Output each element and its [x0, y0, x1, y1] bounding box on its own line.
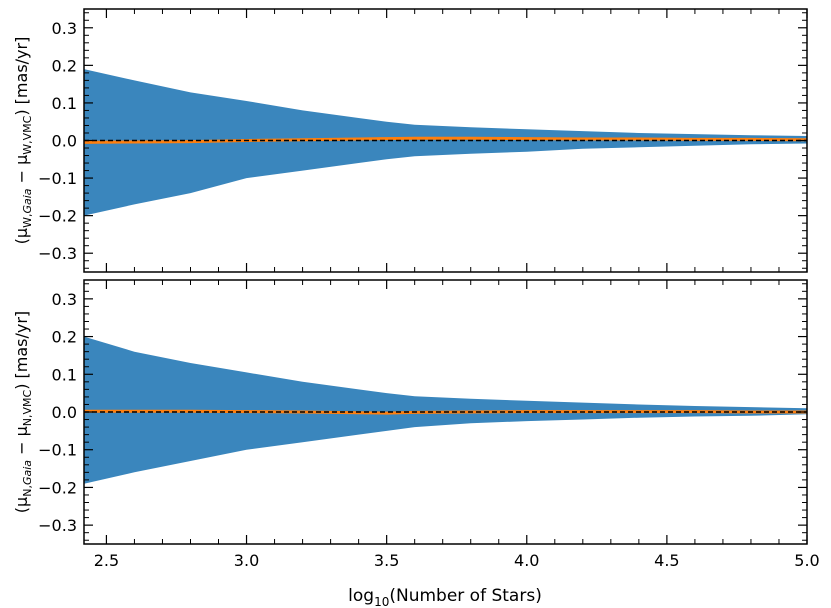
y-tick-label: 0.0 [52, 403, 77, 422]
y-tick-label: −0.3 [38, 244, 77, 263]
y-tick-label: 0.3 [52, 290, 77, 309]
y-tick-label: −0.2 [38, 478, 77, 497]
y-tick-label: 0.1 [52, 94, 77, 113]
uncertainty-band [84, 336, 807, 484]
panel-top: 0.3 0.2 0.1 0.0 −0.1 −0.2 −0.3(μW,Gaia − μW,VM… [12, 8, 808, 273]
x-tick-label: 3.5 [374, 551, 399, 570]
y-axis-label: (μN,Gaia − μN,VMC) [mas/yr] [12, 311, 34, 513]
y-axis-label: (μW,Gaia − μW,VMC) [mas/yr] [12, 37, 34, 245]
y-tick-label: 0.0 [52, 132, 77, 151]
y-tick-label: −0.1 [38, 169, 77, 188]
uncertainty-band [84, 69, 807, 216]
x-tick-label: 5.0 [794, 551, 819, 570]
y-tick-label: −0.3 [38, 516, 77, 535]
y-tick-label: 0.2 [52, 56, 77, 75]
y-tick-label: 0.2 [52, 328, 77, 347]
x-axis-label: log10(Number of Stars) [348, 586, 542, 608]
y-tick-label: −0.2 [38, 207, 77, 226]
y-tick-label: −0.1 [38, 441, 77, 460]
x-tick-label: 3.0 [234, 551, 259, 570]
x-tick-label: 4.5 [654, 551, 679, 570]
y-tick-label: 0.1 [52, 365, 77, 384]
x-tick-label: 4.0 [514, 551, 539, 570]
panel-bottom: 0.3 0.2 0.1 0.0 −0.1 −0.2 −0.3 2.5 3.0 3.5 4.0 4.5 5… [12, 279, 820, 570]
median-line [83, 136, 808, 144]
x-tick-label: 2.5 [94, 551, 119, 570]
y-tick-label: 0.3 [52, 19, 77, 38]
